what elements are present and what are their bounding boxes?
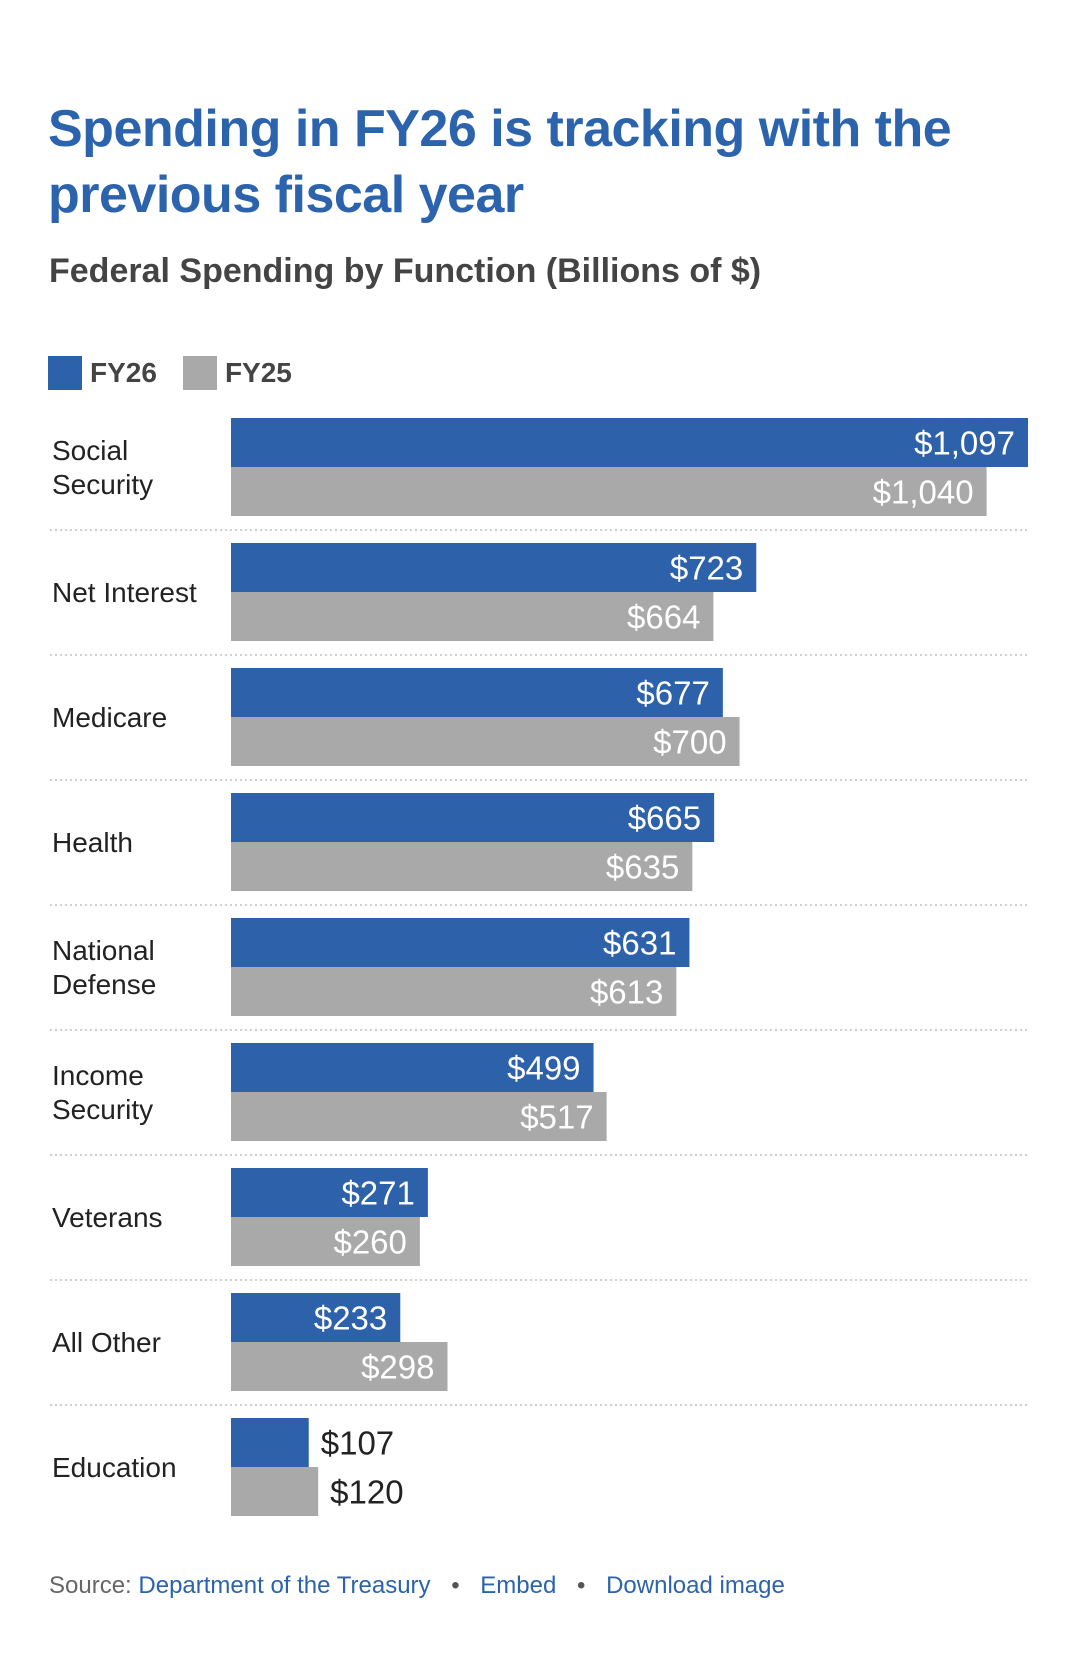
- category-label-line: Veterans: [52, 1202, 163, 1233]
- source-prefix: Source:: [49, 1572, 132, 1599]
- bar-fy26-education: [231, 1418, 309, 1467]
- category-label-net-interest: Net Interest: [52, 577, 197, 608]
- value-label-fy25-net-interest: $664: [627, 599, 700, 636]
- value-label-fy25-veterans: $260: [333, 1224, 406, 1261]
- value-label-fy26-national-defense: $631: [603, 925, 676, 962]
- bar-fy26-all-other: [231, 1293, 401, 1342]
- bar-fy26-net-interest: [231, 543, 757, 592]
- value-label-fy25-medicare: $700: [653, 724, 726, 761]
- category-label-line: Health: [52, 827, 133, 858]
- legend: FY26 FY25: [48, 356, 318, 390]
- value-label-fy25-health: $635: [606, 849, 679, 886]
- category-label-medicare: Medicare: [52, 702, 167, 733]
- legend-item-fy26: FY26: [48, 356, 157, 390]
- category-label-education: Education: [52, 1452, 177, 1483]
- category-label-health: Health: [52, 827, 133, 858]
- separator-dot: •: [451, 1572, 460, 1599]
- value-label-fy26-veterans: $271: [341, 1175, 414, 1212]
- bar-fy26-national-defense: [231, 918, 690, 967]
- category-label-line: National: [52, 935, 155, 966]
- value-label-fy26-income-security: $499: [507, 1050, 580, 1087]
- legend-label-fy25: FY25: [224, 357, 292, 388]
- category-label-social-security: Social Security: [52, 435, 153, 500]
- bar-fy26-medicare: [231, 668, 723, 717]
- download-image-link[interactable]: Download image: [606, 1572, 785, 1599]
- value-label-fy25-income-security: $517: [520, 1099, 593, 1136]
- legend-label-fy26: FY26: [90, 357, 157, 388]
- category-label-line: Social: [52, 435, 128, 466]
- bar-fy25-income-security: [231, 1092, 607, 1141]
- bar-fy25-medicare: [231, 717, 740, 766]
- bar-fy25-social-security: [231, 467, 987, 516]
- bar-fy26-health: [231, 793, 715, 842]
- category-label-line: Net Interest: [52, 577, 197, 608]
- value-label-fy26-education: $107: [321, 1425, 394, 1462]
- category-label-line: Income: [52, 1060, 144, 1091]
- bar-fy25-national-defense: [231, 967, 677, 1016]
- category-label-all-other: All Other: [52, 1327, 161, 1358]
- separator-dot: •: [577, 1572, 586, 1599]
- embed-link[interactable]: Embed: [480, 1572, 557, 1599]
- bar-fy25-education: [231, 1467, 319, 1516]
- bar-fy25-net-interest: [231, 592, 714, 641]
- value-label-fy26-all-other: $233: [314, 1300, 387, 1337]
- chart-subtitle: Federal Spending by Function (Billions o…: [49, 252, 762, 290]
- legend-swatch-fy26: [48, 356, 82, 390]
- value-label-fy25-all-other: $298: [361, 1349, 434, 1386]
- bar-fy25-health: [231, 842, 693, 891]
- category-label-income-security: Income Security: [52, 1060, 153, 1125]
- source-link[interactable]: Department of the Treasury: [138, 1572, 431, 1599]
- category-label-line: Education: [52, 1452, 177, 1483]
- source-footer: Source: Department of the Treasury • Emb…: [49, 1572, 785, 1600]
- category-label-line: Security: [52, 469, 153, 500]
- category-label-line: Security: [52, 1094, 153, 1125]
- legend-swatch-fy25: [182, 356, 217, 390]
- category-label-line: Defense: [52, 969, 156, 1000]
- value-label-fy26-social-security: $1,097: [914, 425, 1015, 462]
- bar-fy26-social-security: [231, 418, 1028, 467]
- bar-fy26-veterans: [231, 1168, 428, 1217]
- value-label-fy25-education: $120: [330, 1474, 403, 1511]
- legend-item-fy25: FY25: [182, 356, 292, 390]
- chart-title: Spending in FY26 is tracking with the pr…: [48, 100, 952, 224]
- category-label-veterans: Veterans: [52, 1202, 163, 1233]
- value-label-fy25-national-defense: $613: [590, 974, 663, 1011]
- bar-fy26-income-security: [231, 1043, 594, 1092]
- category-label-line: All Other: [52, 1327, 161, 1358]
- bar-fy25-veterans: [231, 1217, 420, 1266]
- value-label-fy26-medicare: $677: [636, 675, 709, 712]
- category-label-line: Medicare: [52, 702, 167, 733]
- value-label-fy26-health: $665: [628, 800, 701, 837]
- value-label-fy25-social-security: $1,040: [873, 474, 974, 511]
- bar-fy25-all-other: [231, 1342, 448, 1391]
- value-label-fy26-net-interest: $723: [670, 550, 743, 587]
- category-label-national-defense: National Defense: [52, 935, 156, 1000]
